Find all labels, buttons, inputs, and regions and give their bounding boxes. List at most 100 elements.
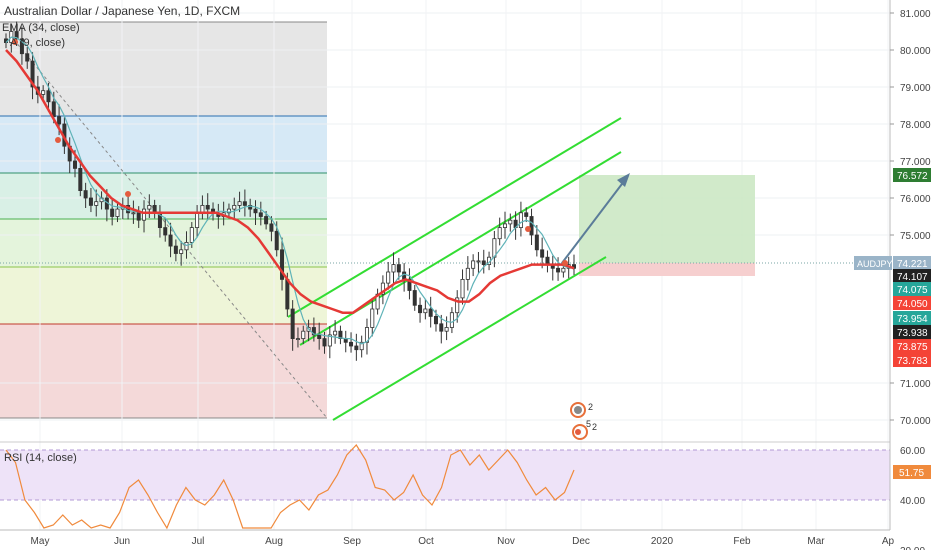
price-tag-label: 74.107: [897, 272, 928, 283]
rsi-value-label: 51.75: [899, 468, 924, 479]
candle-body: [25, 53, 30, 62]
candle-body: [317, 334, 322, 339]
candle-body: [370, 308, 375, 328]
x-tick-label: Aug: [265, 536, 283, 547]
x-tick-label: Nov: [497, 536, 515, 547]
x-tick-label: Sep: [343, 536, 361, 547]
fib-zone-red: [0, 324, 327, 418]
candle-body: [364, 327, 369, 343]
price-tag: [893, 168, 931, 182]
sma-9-legend[interactable]: A (9, close): [10, 37, 66, 49]
candle-body: [412, 290, 417, 306]
candle-body: [529, 216, 534, 236]
candle-body: [136, 212, 141, 221]
price-tag: [893, 296, 931, 310]
price-tag: [893, 353, 931, 367]
candle-body: [184, 241, 189, 251]
candle-body: [258, 212, 263, 217]
price-tag-label: 76.572: [897, 171, 928, 182]
candle-body: [359, 341, 364, 351]
x-tick-label: Dec: [572, 536, 590, 547]
profit-zone: [579, 175, 755, 263]
x-tick-label: 2020: [651, 536, 674, 547]
candle-body: [396, 264, 401, 273]
candle-body: [57, 116, 62, 125]
candle-body: [524, 212, 529, 217]
candle-body: [311, 327, 316, 336]
chart-title: Australian Dollar / Japanese Yen, 1D, FX…: [4, 4, 241, 18]
candle-body: [147, 204, 152, 210]
candle-body: [380, 282, 385, 295]
candle-body: [556, 267, 561, 273]
svg-text:5: 5: [586, 419, 591, 429]
x-tick-label: Jun: [114, 536, 130, 547]
candle-body: [30, 60, 35, 88]
price-tag-label: 73.938: [897, 328, 928, 339]
price-axis: 81.000 80.000 79.000 78.000 77.000 76.000 75.0…: [854, 0, 931, 550]
price-tag-label: 73.875: [897, 342, 928, 353]
fib-zone-teal: [0, 173, 327, 219]
candle-body: [226, 208, 231, 214]
price-tag-label: 74.221: [897, 259, 928, 270]
candle-body: [423, 308, 428, 314]
trend-line-dashed: [9, 34, 328, 419]
channel-upper: [287, 117, 622, 318]
candle-body: [14, 31, 19, 40]
channel: [287, 117, 622, 421]
candle-body: [508, 219, 513, 225]
candle-body: [333, 330, 338, 336]
rsi-tick-label: 60.00: [900, 446, 925, 457]
stop-zone: [579, 263, 755, 276]
candle-body: [189, 227, 194, 243]
candle-body: [248, 204, 253, 210]
candle-body: [205, 204, 210, 210]
candle-body: [354, 345, 359, 351]
rsi-value-tag: [893, 465, 931, 479]
price-tag: [893, 311, 931, 325]
candle-body: [418, 304, 423, 314]
rsi-panel: [0, 441, 890, 530]
candle-body: [51, 101, 56, 118]
candle-body: [168, 234, 173, 247]
candle-body: [444, 327, 449, 332]
candle-body: [94, 201, 99, 206]
candle-body: [481, 260, 486, 265]
y-tick-label: 78.000: [900, 120, 931, 131]
signal-dots: [12, 39, 568, 266]
candle-body: [476, 260, 481, 263]
rsi-legend[interactable]: RSI (14, close): [4, 452, 77, 464]
projection-arrow: [561, 173, 630, 264]
svg-text:2: 2: [592, 422, 597, 432]
y-tick-label: 70.000: [900, 416, 931, 427]
rsi-line: [5, 444, 575, 530]
candle-body: [274, 230, 279, 251]
candle-body: [534, 234, 539, 251]
candle-body: [428, 308, 433, 317]
y-tick-label: 80.000: [900, 46, 931, 57]
price-tag: [893, 256, 931, 270]
candle-body: [386, 271, 391, 284]
price-tag: [893, 325, 931, 339]
candle-body: [264, 216, 269, 225]
candle-body: [242, 201, 247, 206]
candle-body: [195, 212, 200, 229]
candle-body: [327, 334, 332, 347]
candle-body: [73, 160, 78, 169]
price-tag-label: 74.075: [897, 285, 928, 296]
price-tag-label: 73.954: [897, 314, 928, 325]
price-tag-label: 73.783: [897, 356, 928, 367]
y-tick-label: 75.000: [900, 231, 931, 242]
candle-body: [471, 260, 476, 269]
sma-9-line: [5, 36, 575, 345]
candle-body: [338, 330, 343, 340]
candle-body: [465, 267, 470, 280]
x-tick-label: Jul: [192, 536, 205, 547]
candle-body: [497, 227, 502, 240]
y-tick-label: 71.000: [900, 379, 931, 390]
time-axis: May Jun Jul Aug Sep Oct Nov Dec 2020 Feb Mar Ap: [0, 529, 895, 547]
candle-body: [295, 338, 300, 341]
ema-34-legend[interactable]: EMA (34, close): [2, 22, 80, 34]
fib-zone-grey: [0, 22, 327, 116]
x-tick-label: Feb: [733, 536, 751, 547]
